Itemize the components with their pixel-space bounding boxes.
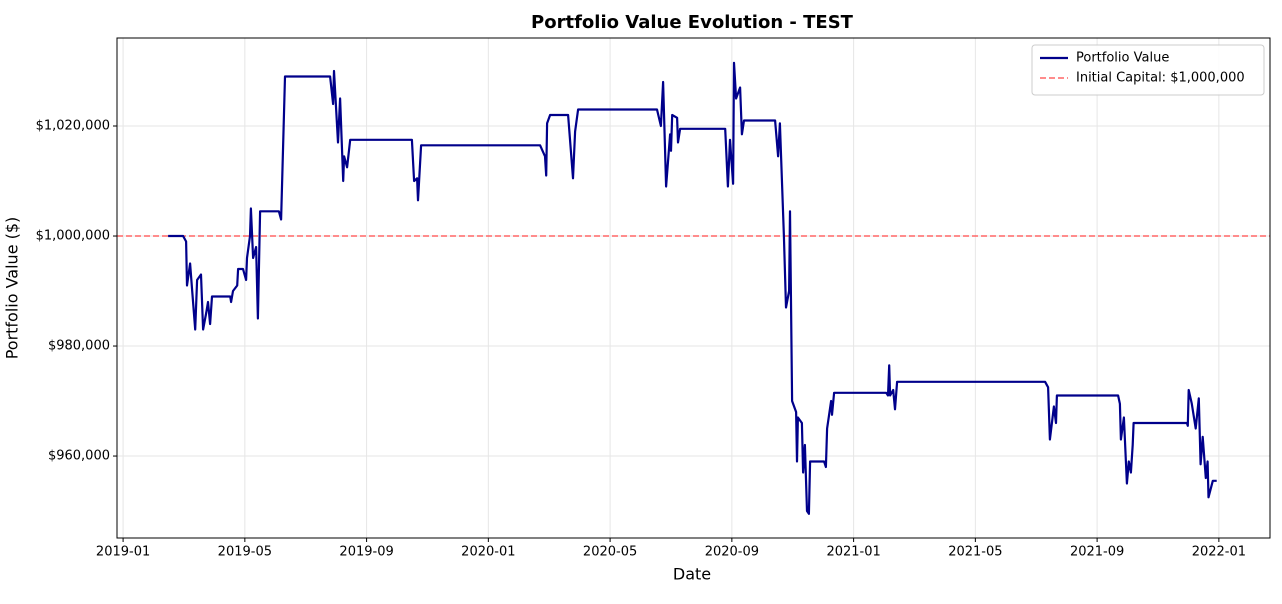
x-tick-label: 2020-09 <box>705 545 759 560</box>
y-tick-label: $1,020,000 <box>36 119 110 134</box>
legend-label: Initial Capital: $1,000,000 <box>1076 71 1245 86</box>
x-tick-label: 2021-09 <box>1070 545 1124 560</box>
x-tick-label: 2020-01 <box>461 545 515 560</box>
x-axis-label: Date <box>673 565 711 584</box>
x-tick-label: 2022-01 <box>1192 545 1246 560</box>
line-series <box>168 61 1217 515</box>
legend-label: Portfolio Value <box>1076 51 1169 66</box>
x-tick-label: 2021-05 <box>948 545 1002 560</box>
legend: Portfolio Value Initial Capital: $1,000,0… <box>1031 44 1265 96</box>
chart-title: Portfolio Value Evolution - TEST <box>531 12 854 33</box>
legend-box <box>1031 44 1265 96</box>
y-axis-label: Portfolio Value ($) <box>3 217 22 360</box>
y-tick-label: $980,000 <box>48 339 110 354</box>
y-tick-label: $960,000 <box>48 449 110 464</box>
x-tick-label: 2019-05 <box>218 545 272 560</box>
y-tick-label: $1,000,000 <box>36 229 110 244</box>
x-tick-label: 2019-01 <box>96 545 150 560</box>
x-tick-label: 2021-01 <box>826 545 880 560</box>
x-tick-label: 2019-09 <box>339 545 393 560</box>
x-tick-label: 2020-05 <box>583 545 637 560</box>
plot-frame <box>116 37 1271 539</box>
